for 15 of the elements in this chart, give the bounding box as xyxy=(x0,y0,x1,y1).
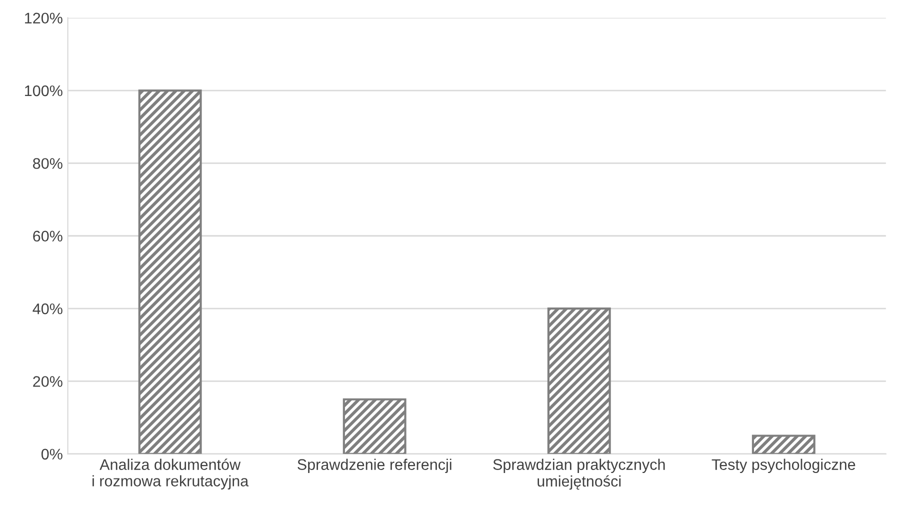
y-tick-label: 120% xyxy=(25,12,62,24)
y-tick-label: 60% xyxy=(33,230,62,242)
x-tick-label: Testy psychologiczne xyxy=(712,458,856,474)
y-tick-label: 20% xyxy=(33,376,62,387)
x-tick-label: Sprawdzenie referencji xyxy=(298,458,452,474)
x-tick-label: Sprawdzian praktycznych umiejętności xyxy=(493,458,665,490)
x-tick-label: Analiza dokumentów i rozmowa rekrutacyjna xyxy=(92,458,249,490)
bar xyxy=(138,89,202,454)
y-tick-label: 40% xyxy=(32,303,62,314)
bar xyxy=(342,398,406,454)
bar xyxy=(752,434,816,454)
y-tick-label: 80% xyxy=(33,158,62,169)
bar xyxy=(547,308,611,454)
y-tick-label: 100% xyxy=(25,85,62,96)
y-tick-label: 0% xyxy=(41,448,62,460)
